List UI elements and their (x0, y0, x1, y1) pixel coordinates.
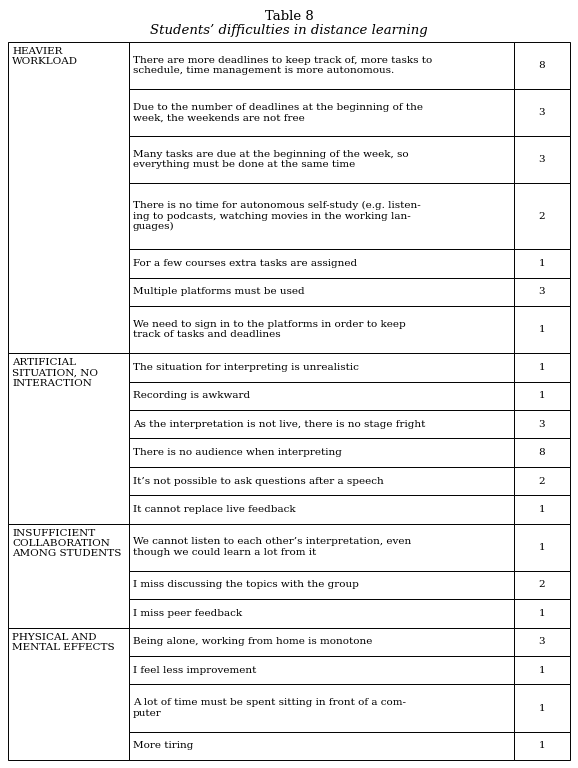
Bar (514, 495, 570, 524)
Text: 1: 1 (539, 391, 545, 400)
Text: Being alone, working from home is monotone: Being alone, working from home is monoto… (133, 637, 372, 647)
Text: Multiple platforms must be used: Multiple platforms must be used (133, 287, 305, 296)
Text: 1: 1 (539, 505, 545, 514)
Bar (129, 353, 514, 382)
Bar (514, 656, 570, 684)
Bar (8, 42, 129, 353)
Text: The situation for interpreting is unrealistic: The situation for interpreting is unreal… (133, 362, 359, 372)
Text: I miss peer feedback: I miss peer feedback (133, 609, 242, 618)
Text: Students’ difficulties in distance learning: Students’ difficulties in distance learn… (150, 24, 428, 37)
Text: 2: 2 (539, 212, 545, 220)
Text: As the interpretation is not live, there is no stage fright: As the interpretation is not live, there… (133, 419, 425, 429)
Text: 2: 2 (539, 581, 545, 590)
Text: PHYSICAL AND
MENTAL EFFECTS: PHYSICAL AND MENTAL EFFECTS (12, 633, 114, 652)
Text: It cannot replace live feedback: It cannot replace live feedback (133, 505, 295, 514)
Text: There is no audience when interpreting: There is no audience when interpreting (133, 448, 342, 457)
Text: 3: 3 (539, 637, 545, 647)
Bar (129, 89, 514, 136)
Bar (514, 353, 570, 382)
Bar (8, 627, 129, 760)
Text: 8: 8 (539, 61, 545, 70)
Bar (129, 599, 514, 627)
Bar (514, 382, 570, 410)
Bar (129, 467, 514, 495)
Bar (514, 627, 570, 656)
Bar (514, 306, 570, 353)
Bar (514, 732, 570, 760)
Bar (129, 495, 514, 524)
Text: 3: 3 (539, 155, 545, 164)
Bar (514, 89, 570, 136)
Text: 1: 1 (539, 703, 545, 713)
Bar (514, 184, 570, 249)
Bar (514, 277, 570, 306)
Bar (514, 42, 570, 89)
Text: 1: 1 (539, 325, 545, 334)
Bar (8, 524, 129, 627)
Text: ARTIFICIAL
SITUATION, NO
INTERACTION: ARTIFICIAL SITUATION, NO INTERACTION (12, 358, 98, 388)
Bar (514, 467, 570, 495)
Text: I miss discussing the topics with the group: I miss discussing the topics with the gr… (133, 581, 359, 590)
Bar (514, 684, 570, 732)
Text: 1: 1 (539, 543, 545, 551)
Text: A lot of time must be spent sitting in front of a com-
puter: A lot of time must be spent sitting in f… (133, 698, 406, 718)
Text: There is no time for autonomous self-study (e.g. listen-
ing to podcasts, watchi: There is no time for autonomous self-stu… (133, 201, 421, 231)
Bar (514, 136, 570, 184)
Bar (129, 42, 514, 89)
Text: We need to sign in to the platforms in order to keep
track of tasks and deadline: We need to sign in to the platforms in o… (133, 319, 406, 339)
Bar (129, 136, 514, 184)
Text: 3: 3 (539, 287, 545, 296)
Text: 2: 2 (539, 476, 545, 485)
Bar (8, 353, 129, 524)
Text: HEAVIER
WORKLOAD: HEAVIER WORKLOAD (12, 47, 78, 66)
Bar (129, 684, 514, 732)
Text: 1: 1 (539, 609, 545, 618)
Text: 3: 3 (539, 108, 545, 118)
Text: 1: 1 (539, 741, 545, 750)
Bar (129, 277, 514, 306)
Bar (129, 249, 514, 277)
Bar (129, 382, 514, 410)
Bar (514, 249, 570, 277)
Bar (514, 410, 570, 439)
Bar (129, 410, 514, 439)
Bar (514, 524, 570, 571)
Text: There are more deadlines to keep track of, more tasks to
schedule, time manageme: There are more deadlines to keep track o… (133, 56, 432, 75)
Text: 1: 1 (539, 259, 545, 268)
Text: It’s not possible to ask questions after a speech: It’s not possible to ask questions after… (133, 476, 384, 485)
Text: We cannot listen to each other’s interpretation, even
though we could learn a lo: We cannot listen to each other’s interpr… (133, 538, 411, 557)
Bar (129, 656, 514, 684)
Text: Many tasks are due at the beginning of the week, so
everything must be done at t: Many tasks are due at the beginning of t… (133, 150, 409, 170)
Bar (129, 306, 514, 353)
Bar (129, 627, 514, 656)
Bar (514, 599, 570, 627)
Bar (129, 571, 514, 599)
Bar (129, 439, 514, 467)
Text: 1: 1 (539, 666, 545, 675)
Text: Table 8: Table 8 (265, 10, 313, 23)
Bar (129, 732, 514, 760)
Text: INSUFFICIENT
COLLABORATION
AMONG STUDENTS: INSUFFICIENT COLLABORATION AMONG STUDENT… (12, 528, 121, 558)
Text: 1: 1 (539, 362, 545, 372)
Text: Due to the number of deadlines at the beginning of the
week, the weekends are no: Due to the number of deadlines at the be… (133, 103, 423, 122)
Text: For a few courses extra tasks are assigned: For a few courses extra tasks are assign… (133, 259, 357, 268)
Bar (514, 571, 570, 599)
Text: More tiring: More tiring (133, 741, 193, 750)
Text: 3: 3 (539, 419, 545, 429)
Text: 8: 8 (539, 448, 545, 457)
Text: Recording is awkward: Recording is awkward (133, 391, 250, 400)
Bar (129, 184, 514, 249)
Bar (129, 524, 514, 571)
Text: I feel less improvement: I feel less improvement (133, 666, 256, 675)
Bar (514, 439, 570, 467)
